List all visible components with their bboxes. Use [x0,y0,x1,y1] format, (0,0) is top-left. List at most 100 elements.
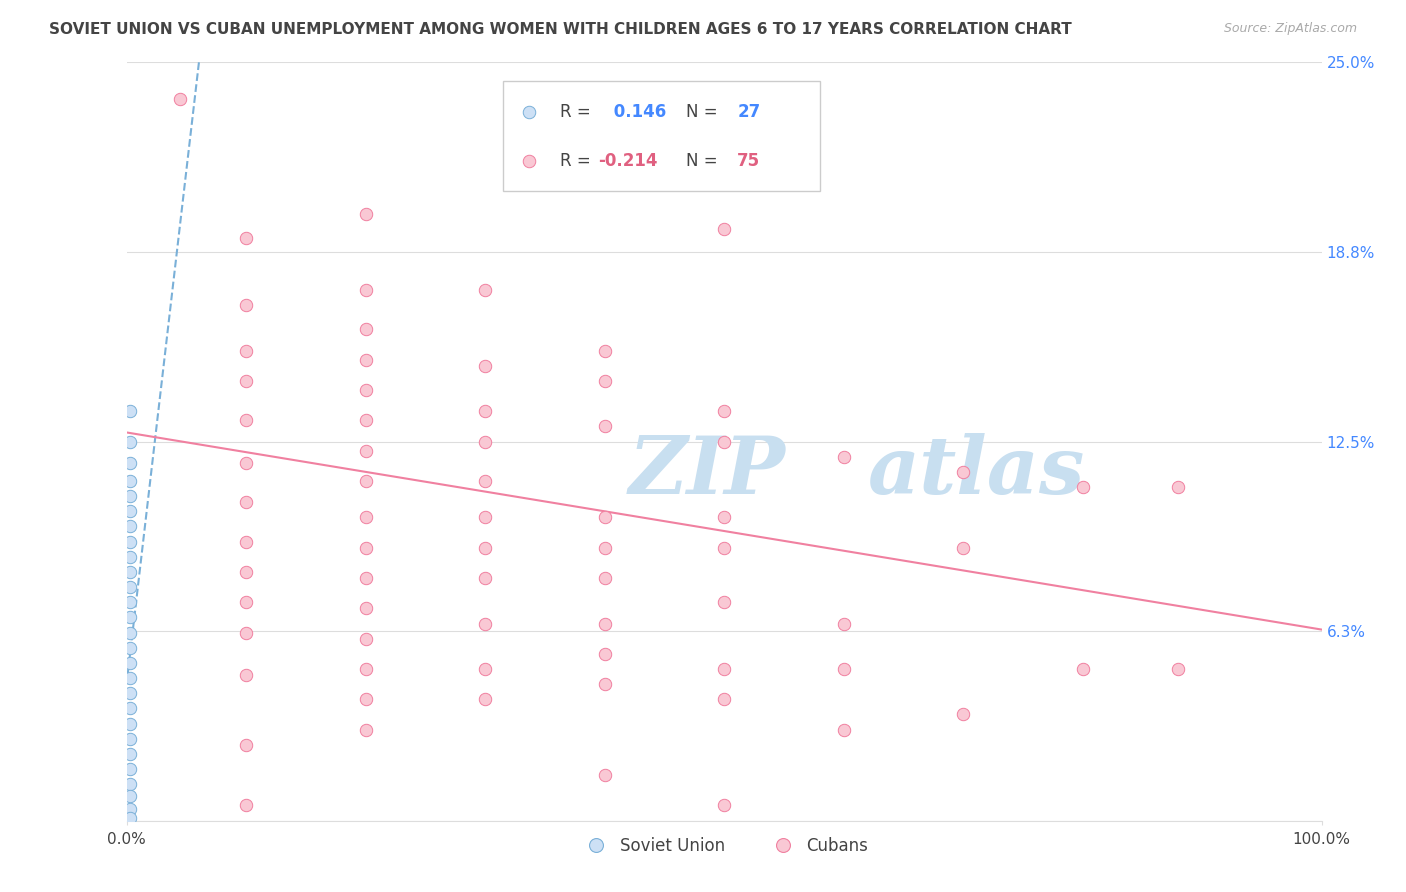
Point [354,474,377,488]
Point [120,762,142,776]
Point [354,692,377,706]
Point [593,571,616,585]
Point [235,738,257,752]
Point [1071,480,1094,494]
Point [474,616,496,631]
Point [1167,662,1189,676]
Point [593,161,616,176]
Point [474,662,496,676]
Point [354,510,377,524]
Point [120,610,142,624]
Text: R =: R = [561,152,596,169]
Point [474,474,496,488]
Text: 75: 75 [737,152,761,169]
Point [713,692,735,706]
Point [593,768,616,782]
Text: -0.214: -0.214 [599,152,658,169]
Point [235,495,257,509]
Point [713,541,735,555]
Point [169,92,191,106]
Text: atlas: atlas [868,434,1085,510]
Point [120,747,142,761]
Point [474,359,496,373]
Point [474,404,496,418]
Point [593,647,616,661]
Point [593,419,616,434]
Point [474,283,496,297]
Point [235,374,257,388]
Point [593,374,616,388]
Point [713,434,735,449]
Text: R =: R = [561,103,596,121]
Point [593,616,616,631]
Point [354,571,377,585]
Point [474,692,496,706]
Point [354,207,377,221]
Point [474,571,496,585]
Point [354,601,377,615]
Point [593,677,616,691]
Point [120,701,142,715]
Point [120,811,142,825]
Point [120,504,142,518]
Point [120,489,142,503]
Point [120,731,142,746]
Point [593,510,616,524]
Point [120,519,142,533]
Point [235,798,257,813]
Point [832,662,855,676]
Point [235,298,257,312]
Point [120,565,142,579]
Point [120,671,142,685]
Point [713,222,735,236]
Text: SOVIET UNION VS CUBAN UNEMPLOYMENT AMONG WOMEN WITH CHILDREN AGES 6 TO 17 YEARS : SOVIET UNION VS CUBAN UNEMPLOYMENT AMONG… [49,22,1071,37]
Point [713,798,735,813]
Point [474,510,496,524]
Point [235,534,257,549]
Point [354,352,377,367]
Point [120,777,142,791]
Point [832,450,855,464]
Point [952,707,974,722]
Point [354,723,377,737]
Point [235,595,257,609]
Text: 0.146: 0.146 [609,103,666,121]
Point [593,343,616,358]
Point [120,434,142,449]
Point [235,231,257,245]
Point [354,541,377,555]
Point [1071,662,1094,676]
Text: N =: N = [686,103,723,121]
Point [120,625,142,640]
FancyBboxPatch shape [503,81,820,191]
Point [120,716,142,731]
Point [120,404,142,418]
Point [235,343,257,358]
Point [1167,480,1189,494]
Point [120,534,142,549]
Point [713,510,735,524]
Point [235,565,257,579]
Point [713,662,735,676]
Point [832,616,855,631]
Point [120,801,142,815]
Point [120,549,142,564]
Legend: Soviet Union, Cubans: Soviet Union, Cubans [574,830,875,862]
Point [120,595,142,609]
Point [354,322,377,336]
Point [593,541,616,555]
Point [120,456,142,470]
Point [235,413,257,427]
Point [354,283,377,297]
Point [354,383,377,397]
Text: Source: ZipAtlas.com: Source: ZipAtlas.com [1223,22,1357,36]
Point [952,541,974,555]
Point [235,456,257,470]
Point [235,625,257,640]
Point [713,595,735,609]
Point [120,789,142,804]
Point [474,434,496,449]
Point [235,668,257,682]
Point [354,662,377,676]
Point [713,404,735,418]
